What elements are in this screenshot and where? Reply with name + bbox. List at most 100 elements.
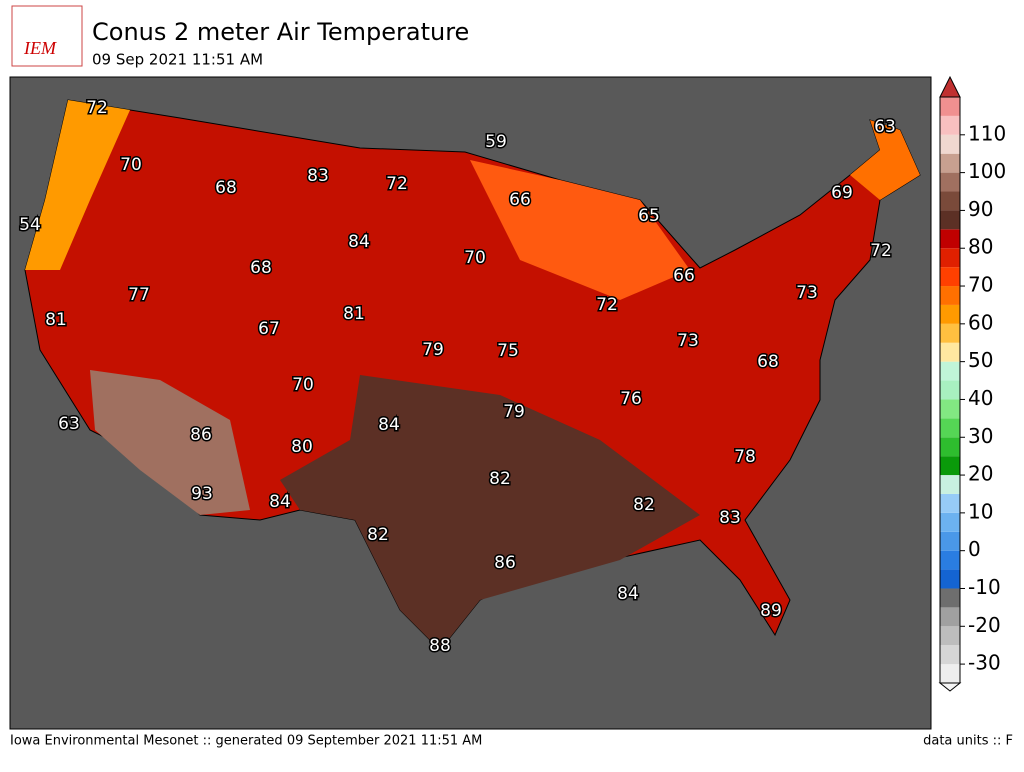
temp-label: 66 [509, 190, 531, 210]
colorbar-under [938, 682, 962, 692]
footer-left: Iowa Environmental Mesonet :: generated … [10, 734, 482, 749]
footer-right: data units :: F [923, 734, 1013, 749]
temp-label: 79 [503, 402, 525, 422]
colorbar-bin [940, 97, 960, 116]
colorbar-bin [940, 342, 960, 362]
colorbar-tick-label: 0 [968, 537, 981, 561]
colorbar-bin [940, 626, 960, 646]
colorbar-bin [940, 323, 960, 343]
colorbar-outline [939, 96, 961, 684]
colorbar-bin [940, 304, 960, 324]
temp-label: 89 [760, 601, 782, 621]
colorbar-bin [940, 361, 960, 381]
temp-label: 72 [870, 241, 892, 261]
colorbar-tick-label: 100 [968, 159, 1006, 183]
colorbar-bin [940, 286, 960, 305]
colorbar-tick-label: 20 [968, 462, 993, 486]
temp-label: 75 [497, 341, 519, 361]
temp-label: 84 [378, 415, 400, 435]
temp-label: 84 [617, 584, 639, 604]
temp-label: 70 [120, 155, 142, 175]
temp-label: 84 [269, 492, 291, 512]
map-labels: 72 70 68 83 72 59 63 69 66 65 84 54 68 70 72 66 77 81 81 72… [18, 97, 898, 658]
colorbar-tick-label: -20 [968, 613, 1001, 637]
temp-label: 72 [596, 295, 618, 315]
colorbar-bin [940, 267, 960, 287]
title: Conus 2 meter Air Temperature [92, 18, 469, 46]
colorbar-bin [940, 191, 960, 211]
colorbar-bin [940, 475, 960, 494]
temp-label: 86 [190, 425, 212, 445]
temp-label: 63 [58, 414, 80, 434]
colorbar-bin [940, 248, 960, 268]
colorbar-bin [940, 550, 960, 570]
colorbar-tick-label: -10 [968, 575, 1001, 599]
temp-label: 73 [677, 331, 699, 351]
temp-label: 81 [343, 304, 365, 324]
temp-label: 54 [19, 215, 41, 235]
colorbar-tick-label: 70 [968, 273, 993, 297]
temp-label: 84 [348, 232, 370, 252]
colorbar-tick-label: 50 [968, 348, 993, 372]
colorbar-bin [940, 456, 960, 476]
desert-region [90, 370, 250, 515]
temp-label: 63 [874, 117, 896, 137]
colorbar-bin [940, 607, 960, 627]
temp-label: 70 [292, 375, 314, 395]
colorbar-bin [940, 437, 960, 457]
temp-label: 70 [464, 248, 486, 268]
temp-label: 73 [796, 283, 818, 303]
temp-label: 88 [429, 636, 451, 656]
colorbar-tick-label: 90 [968, 197, 993, 221]
colorbar-bin [940, 569, 960, 589]
colorbar-bin [940, 134, 960, 154]
lakes-region [470, 160, 690, 300]
temp-label: 59 [485, 132, 507, 152]
temp-label: 72 [386, 174, 408, 194]
temp-label: 82 [489, 469, 511, 489]
colorbar-tick-label: 60 [968, 310, 993, 334]
colorbar-bin [940, 418, 960, 438]
temp-label: 81 [45, 310, 67, 330]
colorbar-tick-label: 80 [968, 235, 993, 259]
temp-label: 72 [86, 98, 108, 118]
logo-box [11, 5, 83, 67]
temp-label: 68 [757, 352, 779, 372]
temp-label: 86 [494, 553, 516, 573]
colorbar-bin [940, 153, 960, 173]
temp-label: 77 [128, 285, 150, 305]
colorbar-bin [940, 512, 960, 532]
subtitle: 09 Sep 2021 11:51 AM [92, 51, 263, 69]
temp-label: 78 [734, 447, 756, 467]
temp-label: 66 [673, 266, 695, 286]
temp-label: 69 [831, 183, 853, 203]
temp-label: 68 [250, 258, 272, 278]
colorbar-tick-label: 40 [968, 386, 993, 410]
us-fill [24, 99, 921, 651]
temp-label: 67 [258, 319, 280, 339]
colorbar-bin [940, 664, 960, 683]
colorbar-bin [940, 115, 960, 135]
temp-label: 82 [367, 525, 389, 545]
colorbar: -30 -20 -10 0 10 20 30 40 50 60 70 80 90 100 110 [938, 75, 1006, 692]
colorbar-tick-label: 110 [968, 121, 1006, 145]
colorbar-bin [940, 172, 960, 192]
colorbar-over [939, 75, 961, 98]
colorbar-bin [940, 531, 960, 551]
colorbar-tick-label: -30 [968, 651, 1001, 675]
hot-region [280, 375, 700, 650]
temp-label: 83 [719, 508, 741, 528]
temp-label: 93 [191, 484, 213, 504]
temp-label: 65 [638, 206, 660, 226]
colorbar-bin [940, 399, 960, 419]
colorbar-bin [940, 380, 960, 400]
colorbar-tick-label: 10 [968, 499, 993, 523]
colorbar-bin [940, 493, 960, 513]
temp-label: 82 [633, 495, 655, 515]
maine-region [850, 120, 920, 200]
temp-label: 68 [215, 178, 237, 198]
coast-region [25, 100, 130, 270]
temp-label: 80 [291, 437, 313, 457]
temp-label: 79 [422, 340, 444, 360]
